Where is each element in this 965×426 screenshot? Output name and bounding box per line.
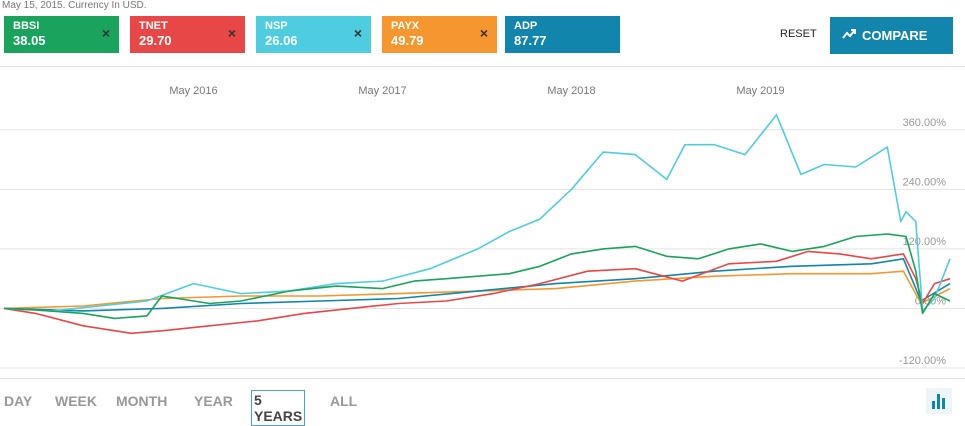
ticker-price: 26.06 bbox=[265, 33, 298, 48]
currency-subtitle: May 15, 2015. Currency In USD. bbox=[2, 0, 147, 11]
y-tick-label: 120.00% bbox=[903, 236, 947, 248]
bar-chart-icon[interactable] bbox=[926, 388, 952, 414]
series-lines bbox=[3, 114, 951, 335]
reset-button[interactable]: RESET bbox=[780, 28, 817, 40]
close-icon[interactable]: × bbox=[227, 25, 236, 41]
tab-month[interactable]: MONTH bbox=[116, 393, 168, 409]
ticker-chip-nsp[interactable]: NSP 26.06 × bbox=[256, 16, 371, 53]
x-axis-labels: May 2016 May 2017 May 2018 May 2019 bbox=[169, 85, 784, 97]
tab-year[interactable]: YEAR bbox=[194, 393, 233, 409]
y-tick-label: 240.00% bbox=[903, 176, 947, 188]
ticker-price: 38.05 bbox=[13, 33, 46, 48]
x-tick-label: May 2019 bbox=[736, 85, 784, 97]
ticker-symbol: BBSI bbox=[13, 20, 40, 32]
y-tick-label: 360.00% bbox=[903, 117, 947, 129]
series-line-nsp bbox=[3, 114, 951, 312]
ticker-chip-bbsi[interactable]: BBSI 38.05 × bbox=[4, 16, 119, 53]
y-axis-labels: 360.00%240.00%120.00%0.00%-120.00% bbox=[899, 117, 946, 367]
series-line-adp bbox=[3, 258, 951, 312]
stock-comparison-chart: 360.00%240.00%120.00%0.00%-120.00% May 2… bbox=[0, 85, 965, 369]
series-line-tnet bbox=[3, 250, 951, 335]
ticker-chip-adp[interactable]: ADP 87.77 bbox=[505, 16, 620, 53]
tab-all[interactable]: ALL bbox=[330, 393, 358, 409]
x-tick-label: May 2017 bbox=[358, 85, 406, 97]
tab-5-years[interactable]: 5 YEARS bbox=[251, 390, 306, 426]
compare-label: COMPARE bbox=[862, 28, 928, 43]
ticker-price: 49.79 bbox=[391, 33, 424, 48]
trend-up-icon bbox=[842, 28, 856, 43]
grid-lines bbox=[0, 129, 965, 369]
close-icon[interactable]: × bbox=[479, 25, 488, 41]
ticker-price: 87.77 bbox=[514, 33, 547, 48]
divider bbox=[0, 378, 965, 379]
ticker-chip-payx[interactable]: PAYX 49.79 × bbox=[382, 16, 497, 53]
ticker-symbol: ADP bbox=[514, 20, 538, 32]
tab-day[interactable]: DAY bbox=[4, 393, 33, 409]
ticker-symbol: PAYX bbox=[391, 20, 420, 32]
x-tick-label: May 2018 bbox=[547, 85, 595, 97]
ticker-price: 29.70 bbox=[139, 33, 172, 48]
series-line-bbsi bbox=[3, 233, 951, 320]
compare-button[interactable]: COMPARE bbox=[830, 17, 953, 54]
y-tick-label: -120.00% bbox=[899, 355, 946, 367]
close-icon[interactable]: × bbox=[353, 25, 362, 41]
divider bbox=[0, 66, 965, 67]
tab-week[interactable]: WEEK bbox=[55, 393, 97, 409]
x-tick-label: May 2016 bbox=[169, 85, 217, 97]
ticker-symbol: TNET bbox=[139, 20, 168, 32]
ticker-symbol: NSP bbox=[265, 20, 288, 32]
close-icon[interactable]: × bbox=[101, 25, 110, 41]
series-line-payx bbox=[3, 270, 951, 310]
ticker-chip-tnet[interactable]: TNET 29.70 × bbox=[130, 16, 245, 53]
